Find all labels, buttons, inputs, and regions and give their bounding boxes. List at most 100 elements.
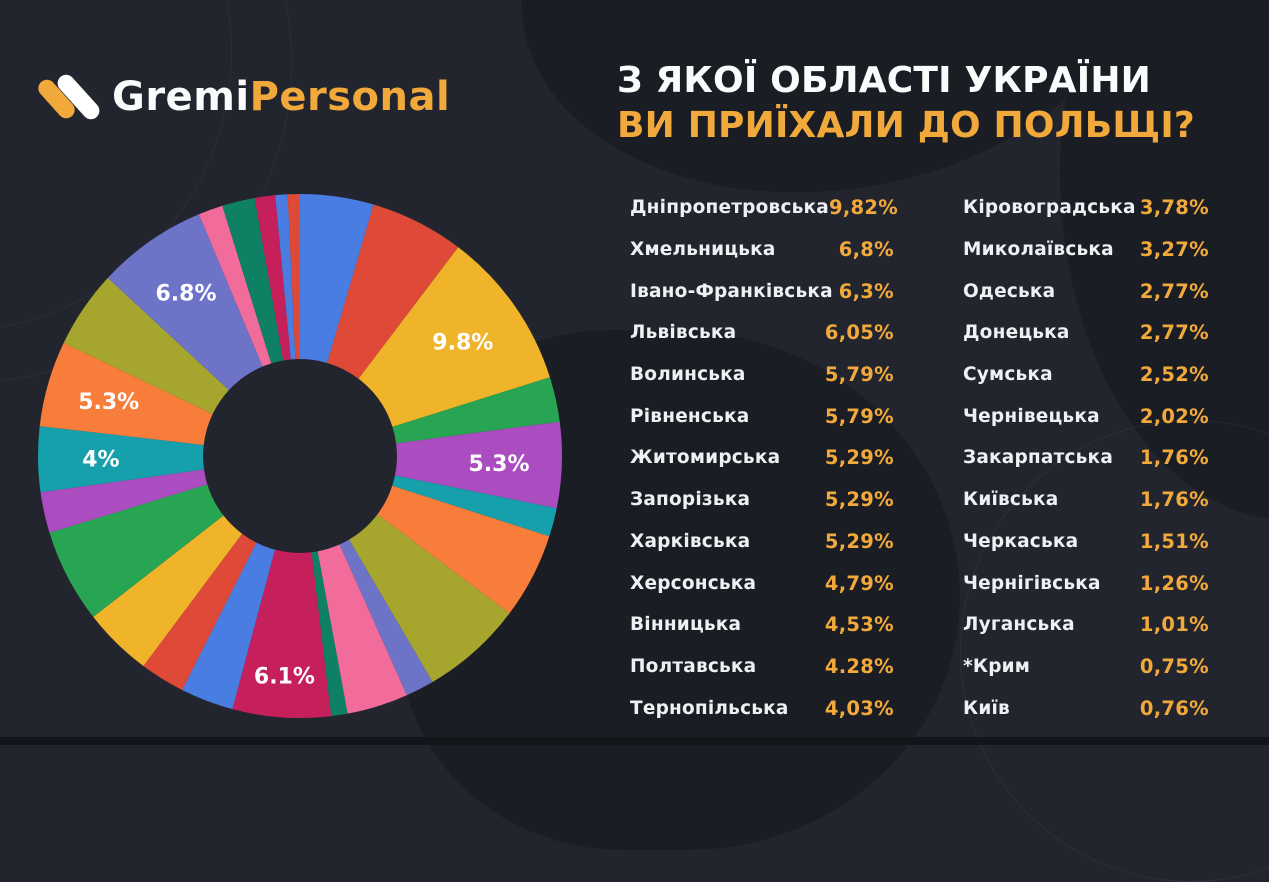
legend-region-value: 6,3% [838, 279, 894, 303]
legend-region-value: 4,53% [824, 613, 894, 637]
legend-region-name: Миколаївська [963, 239, 1114, 261]
page-title-line2: ВИ ПРИЇХАЛИ ДО ПОЛЬЩІ? [617, 105, 1195, 146]
donut-slice-Хмельницька [107, 214, 263, 391]
legend-row: Черкаська 1,51% [963, 521, 1209, 563]
legend-region-value: 5,29% [824, 529, 894, 553]
donut-slice-Харківська [39, 342, 213, 445]
donut-slice-Херсонська [63, 277, 229, 415]
legend-row: Тернопільська 4,03% [630, 687, 894, 729]
legend-region-value: 2,77% [1139, 279, 1209, 303]
legend-region-name: Київська [963, 489, 1059, 511]
legend-region-value: 1,76% [1139, 488, 1209, 512]
legend-region-name: Запорізька [630, 489, 751, 511]
legend-region-value: 9,82% [828, 196, 899, 220]
legend-row: Полтавська 4.28% [630, 646, 894, 688]
legend-column-right: Кіровоградська 3,78% Миколаївська 3,27% Одес… [963, 187, 1209, 729]
legend-region-name: Львівська [630, 322, 737, 344]
legend-row: Рівненська 5,79% [630, 395, 894, 437]
donut-slice-Волинська [327, 204, 459, 379]
legend-region-value: 2,77% [1139, 321, 1209, 345]
donut-slice-label: 4% [82, 448, 119, 473]
donut-slice-Полтавська [93, 515, 243, 667]
donut-slice-Миколаївська [182, 542, 275, 710]
donut-slice-Закарпатська [392, 475, 557, 537]
legend-region-value: 6,05% [824, 321, 894, 345]
donut-slice-Чернівецька [222, 197, 284, 364]
legend-row: Чернівецька 2,02% [963, 395, 1209, 437]
legend-region-value: 5,29% [824, 446, 894, 470]
legend-region-name: *Крим [963, 655, 1031, 677]
legend-row: Закарпатська 1,76% [963, 437, 1209, 479]
donut-slice-Київ [275, 194, 296, 360]
legend-region-name: Сумська [963, 364, 1053, 386]
brand-logo-icon [34, 68, 103, 126]
legend-row: Львівська 6,05% [630, 312, 894, 354]
legend-region-value: 1,51% [1139, 529, 1209, 553]
donut-slice-Запорізька [377, 485, 550, 614]
legend-region-name: Івано-Франківська [630, 280, 833, 302]
donut-slice-Вінницька [300, 194, 374, 363]
page-title: З ЯКОЇ ОБЛАСТІ УКРАЇНИ ВИ ПРИЇХАЛИ ДО ПО… [617, 58, 1195, 148]
legend-region-name: Харківська [630, 530, 751, 552]
donut-slice-Сумська [40, 469, 208, 533]
legend-region-value: 2,02% [1139, 404, 1209, 428]
legend-region-value: 0,75% [1139, 654, 1209, 678]
legend-region-value: 5,29% [824, 488, 894, 512]
legend-row: Кіровоградська 3,78% [963, 187, 1209, 229]
legend-region-name: Хмельницька [630, 239, 776, 261]
donut-slice-label: 6.8% [155, 282, 216, 307]
donut-slice-Рівненська [49, 484, 224, 617]
donut-slice-Дніпропетровська [358, 247, 550, 427]
brand-logo-text: GremiPersonal [112, 74, 450, 120]
legend-row: Херсонська 4,79% [630, 562, 894, 604]
donut-slice-label: 9.8% [432, 330, 493, 355]
legend-region-value: 4,79% [824, 571, 894, 595]
legend-region-name: Вінницька [630, 614, 742, 636]
legend-row: Одеська 2,77% [963, 270, 1209, 312]
legend-region-value: 4.28% [824, 654, 894, 678]
legend-region-name: Чернігівська [963, 572, 1101, 594]
legend-row: Харківська 5,29% [630, 521, 894, 563]
legend-region-value: 4,03% [824, 696, 894, 720]
legend-region-name: Рівненська [630, 405, 750, 427]
donut-slice-Львівська [232, 549, 332, 718]
legend-row: Вінницька 4,53% [630, 604, 894, 646]
legend-row: Волинська 5,79% [630, 354, 894, 396]
donut-slice-Луганська [311, 551, 348, 717]
legend-region-value: 0,76% [1139, 696, 1209, 720]
legend-row: Чернігівська 1,26% [963, 562, 1209, 604]
brand-logo: GremiPersonal [34, 68, 450, 126]
legend-region-name: Дніпропетровська [630, 197, 829, 219]
donut-slice-label: 6.1% [254, 665, 315, 690]
legend-region-value: 1,76% [1139, 446, 1209, 470]
legend-region-name: Черкаська [963, 530, 1079, 552]
legend-region-name: Кіровоградська [963, 197, 1136, 219]
donut-slice-Київська [339, 539, 433, 696]
legend-row: Житомирська 5,29% [630, 437, 894, 479]
legend-region-value: 1,01% [1139, 613, 1209, 637]
legend-region-name: Одеська [963, 280, 1056, 302]
donut-slice-Одеська [143, 533, 257, 690]
brand-name-part2: Personal [249, 74, 451, 120]
donut-slice-Крим [287, 194, 300, 360]
legend-region-name: Житомирська [630, 447, 781, 469]
legend-row: Дніпропетровська 9,82% [630, 187, 898, 229]
legend-row: Запорізька 5,29% [630, 479, 894, 521]
legend-region-value: 6,8% [838, 238, 894, 262]
bottom-strip [0, 737, 1269, 745]
legend-region-name: Закарпатська [963, 447, 1114, 469]
legend-row: Миколаївська 3,27% [963, 229, 1209, 271]
page-title-line1: З ЯКОЇ ОБЛАСТІ УКРАЇНИ [617, 60, 1151, 101]
legend-row: *Крим 0,75% [963, 646, 1209, 688]
legend-region-value: 2,52% [1139, 363, 1209, 387]
donut-slice-Чернігівська [254, 195, 291, 361]
donut-slice-Черкаська [198, 205, 272, 367]
donut-slice-Івано-Франківська [349, 514, 510, 682]
legend-region-name: Херсонська [630, 572, 757, 594]
donut-slice-label: 5.3% [78, 390, 139, 415]
legend-region-name: Чернівецька [963, 405, 1100, 427]
legend-row: Івано-Франківська 6,3% [630, 270, 894, 312]
legend-region-name: Київ [963, 697, 1010, 719]
legend-row: Хмельницька 6,8% [630, 229, 894, 271]
legend-region-name: Полтавська [630, 655, 757, 677]
